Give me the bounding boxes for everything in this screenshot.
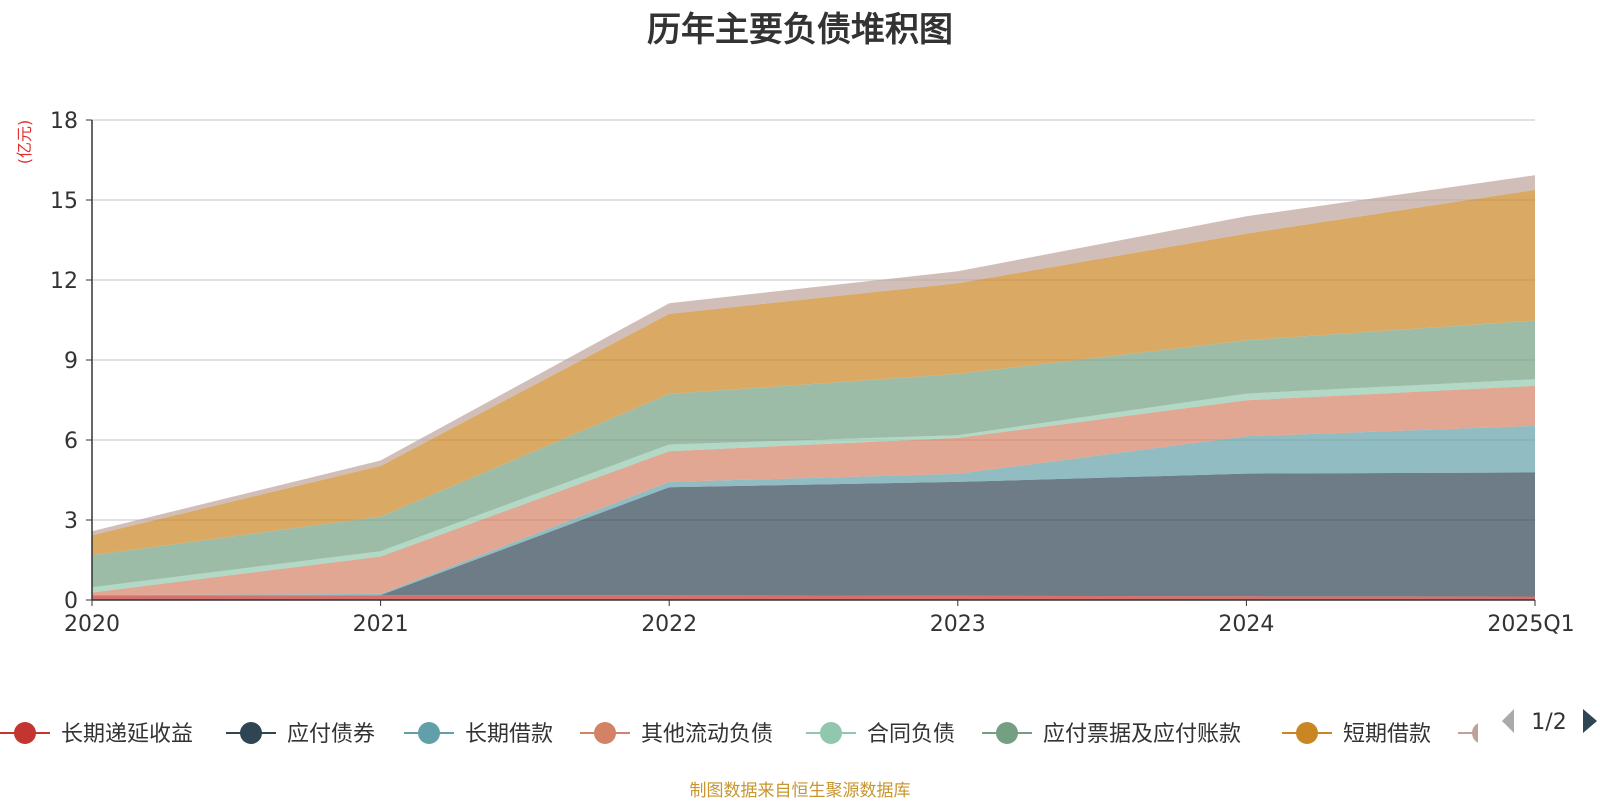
area-series-其他[interactable] xyxy=(92,175,1535,536)
area-series-其他流动负债[interactable] xyxy=(92,385,1535,596)
y-tick-label: 18 xyxy=(50,109,78,134)
legend-label: 合同负债 xyxy=(867,722,955,747)
area-series-长期递延收益[interactable] xyxy=(92,595,1535,600)
legend-label: 应付债券 xyxy=(287,722,375,747)
y-tick-label: 15 xyxy=(50,189,78,214)
legend-label: 长期借款 xyxy=(465,722,553,747)
legend-item-长期借款[interactable]: 长期借款 xyxy=(404,722,553,747)
axis-layer: 0 3 6 9 12 15 18 2020 2021 2022 2023 2024 2025Q1 xyxy=(50,109,1575,637)
legend-marker-icon xyxy=(1296,722,1318,744)
area-series-长期借款[interactable] xyxy=(92,425,1535,596)
legend-item-长期递延收益[interactable]: 长期递延收益 xyxy=(0,722,193,747)
legend-label: 长期递延收益 xyxy=(61,722,193,747)
legend-pager: 1/2 xyxy=(1502,709,1597,735)
legend-prev-icon[interactable] xyxy=(1502,709,1514,733)
legend-label: 短期借款 xyxy=(1343,722,1431,747)
y-tick-label: 3 xyxy=(64,509,78,534)
y-tick-label: 12 xyxy=(50,269,78,294)
legend-marker-icon xyxy=(820,722,842,744)
x-tick-label: 2023 xyxy=(930,612,986,637)
legend-item-其他流动负债[interactable]: 其他流动负债 xyxy=(580,722,773,747)
source-note: 制图数据来自恒生聚源数据库 xyxy=(689,781,911,801)
legend-item-应付票据及应付账款[interactable]: 应付票据及应付账款 xyxy=(982,722,1241,747)
x-tick-label: 2022 xyxy=(641,612,697,637)
area-series-短期借款[interactable] xyxy=(92,189,1535,556)
x-tick-label: 2021 xyxy=(353,612,409,637)
legend-marker-icon xyxy=(14,722,36,744)
area-layer xyxy=(92,175,1535,600)
legend-label: 其他流动负债 xyxy=(641,722,773,747)
legend: 长期递延收益 应付债券 长期借款 其他流动负债 合同负债 应付票据及应付账款 短期借款 其他 xyxy=(0,722,1563,747)
legend-marker-icon xyxy=(594,722,616,744)
x-tick-label: 2020 xyxy=(64,612,120,637)
legend-marker-icon xyxy=(240,722,262,744)
legend-marker-icon xyxy=(418,722,440,744)
legend-item-短期借款[interactable]: 短期借款 xyxy=(1282,722,1431,747)
y-tick-label: 6 xyxy=(64,429,78,454)
legend-marker-icon xyxy=(996,722,1018,744)
y-axis-unit-label: (亿元) xyxy=(15,120,34,165)
x-tick-label: 2025Q1 xyxy=(1487,612,1574,637)
legend-item-合同负债[interactable]: 合同负债 xyxy=(806,722,955,747)
area-series-应付票据及应付账款[interactable] xyxy=(92,320,1535,588)
legend-next-icon[interactable] xyxy=(1583,709,1597,733)
y-tick-label: 9 xyxy=(64,349,78,374)
legend-page-indicator: 1/2 xyxy=(1531,710,1566,735)
legend-items: 长期递延收益 应付债券 长期借款 其他流动负债 合同负债 应付票据及应付账款 短期借款 其他 xyxy=(0,722,1563,747)
area-series-应付债券[interactable] xyxy=(92,472,1535,597)
x-tick-label: 2024 xyxy=(1218,612,1274,637)
legend-item-其他[interactable]: 其他 xyxy=(1458,722,1563,747)
chart-title: 历年主要负债堆积图 xyxy=(647,10,953,50)
legend-marker-icon xyxy=(1472,723,1478,743)
area-series-合同负债[interactable] xyxy=(92,379,1535,593)
legend-label: 应付票据及应付账款 xyxy=(1043,722,1241,747)
y-tick-label: 0 xyxy=(64,589,78,614)
legend-item-应付债券[interactable]: 应付债券 xyxy=(226,722,375,747)
